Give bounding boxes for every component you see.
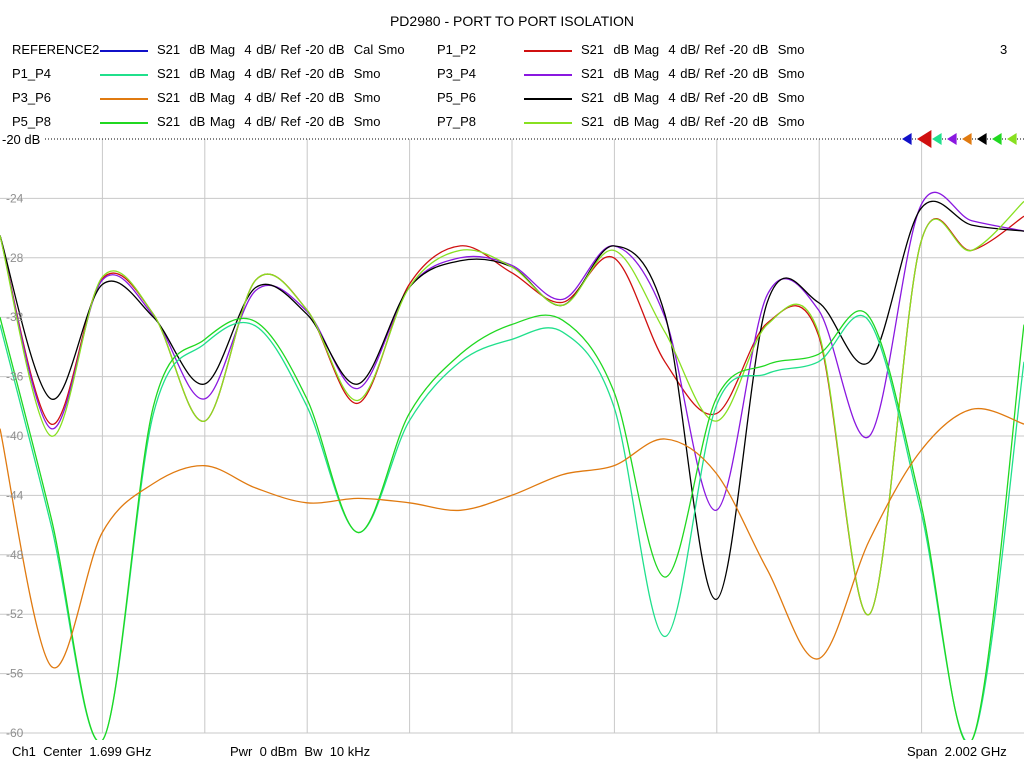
legend-swatch bbox=[100, 74, 148, 76]
footer-span: Span 2.002 GHz bbox=[907, 744, 1007, 759]
legend-text: S21 dB Mag 4 dB/ Ref -20 dB Smo bbox=[157, 66, 381, 81]
footer-center-frequency: Ch1 Center 1.699 GHz bbox=[12, 744, 152, 759]
y-tick-label: -48 bbox=[6, 548, 24, 562]
footer-power-bandwidth: Pwr 0 dBm Bw 10 kHz bbox=[230, 744, 371, 759]
y-tick-label: -36 bbox=[6, 370, 24, 384]
legend-text: S21 dB Mag 4 dB/ Ref -20 dB Smo bbox=[157, 114, 381, 129]
legend-swatch bbox=[100, 50, 148, 52]
traces bbox=[0, 191, 1024, 740]
legend-label: P3_P4 bbox=[437, 66, 477, 81]
reference-marker bbox=[992, 133, 1002, 145]
legend-label: REFERENCE2 bbox=[12, 42, 100, 57]
y-tick-label: -40 bbox=[6, 429, 24, 443]
ref-level-label: -20 dB bbox=[2, 132, 40, 147]
chart-title: PD2980 - PORT TO PORT ISOLATION bbox=[389, 13, 635, 29]
ref-label-bg bbox=[0, 130, 44, 146]
plot-area[interactable]: -20 dB -24 -28 -32 -36 -40 -44 -48 -52 -56 -60 bbox=[0, 130, 1024, 740]
channel-number: 3 bbox=[1000, 42, 1008, 57]
series-line-p7-p8 bbox=[0, 200, 1024, 615]
reference-marker bbox=[977, 133, 987, 145]
legend-text: S21 dB Mag 4 dB/ Ref -20 dB Smo bbox=[157, 90, 381, 105]
y-tick-label: -52 bbox=[6, 607, 24, 621]
series-line-p5-p8 bbox=[0, 310, 1024, 740]
reference-marker bbox=[1007, 133, 1017, 145]
reference-marker bbox=[947, 133, 957, 145]
reference-marker bbox=[917, 130, 932, 148]
legend-swatch bbox=[524, 50, 572, 52]
y-tick-label: -44 bbox=[6, 488, 24, 502]
legend-label: P1_P2 bbox=[437, 42, 477, 57]
reference-markers bbox=[902, 130, 1017, 148]
legend-text: S21 dB Mag 4 dB/ Ref -20 dB Smo bbox=[581, 42, 805, 57]
reference-marker bbox=[902, 133, 912, 145]
legend-text: S21 dB Mag 4 dB/ Ref -20 dB Smo bbox=[581, 90, 805, 105]
y-tick-label: -60 bbox=[6, 726, 24, 740]
legend-label: P5_P6 bbox=[437, 90, 477, 105]
y-tick-labels: -20 dB -24 -28 -32 -36 -40 -44 -48 -52 -56 -60 bbox=[0, 130, 44, 740]
legend-swatch bbox=[524, 122, 572, 124]
y-tick-label: -28 bbox=[6, 251, 24, 265]
reference-marker bbox=[932, 133, 942, 145]
legend-swatch bbox=[100, 122, 148, 124]
reference-marker bbox=[962, 133, 972, 145]
legend-text: S21 dB Mag 4 dB/ Ref -20 dB Smo bbox=[581, 66, 805, 81]
grid bbox=[0, 138, 1024, 734]
legend-swatch bbox=[524, 74, 572, 76]
legend-swatch bbox=[100, 98, 148, 100]
legend-label: P1_P4 bbox=[12, 66, 52, 81]
y-tick-label: -32 bbox=[6, 310, 24, 324]
legend-swatch bbox=[524, 98, 572, 100]
series-line-p3-p6 bbox=[0, 407, 1024, 669]
legend-text: S21 dB Mag 4 dB/ Ref -20 dB Cal Smo bbox=[157, 42, 405, 57]
series-line-p3-p4 bbox=[0, 191, 1024, 511]
y-tick-label: -24 bbox=[6, 191, 24, 205]
legend-label: P5_P8 bbox=[12, 114, 52, 129]
y-tick-label: -56 bbox=[6, 667, 24, 681]
legend-label: P3_P6 bbox=[12, 90, 52, 105]
legend-text: S21 dB Mag 4 dB/ Ref -20 dB Smo bbox=[581, 114, 805, 129]
legend-label: P7_P8 bbox=[437, 114, 477, 129]
